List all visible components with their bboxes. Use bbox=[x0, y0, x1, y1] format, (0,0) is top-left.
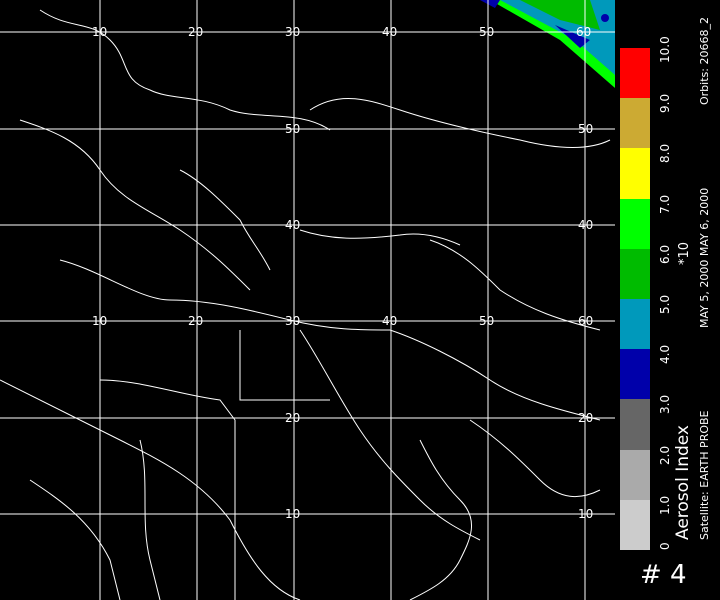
dates-label: MAY 5, 2000 MAY 6, 2000 bbox=[698, 187, 711, 328]
lon-label: 50 bbox=[479, 25, 494, 39]
lat-label: 10 bbox=[92, 314, 107, 328]
lat-label: 20 bbox=[188, 314, 203, 328]
color-swatch bbox=[620, 299, 650, 350]
lon-label: 40 bbox=[382, 25, 397, 39]
lat-label: 60 bbox=[578, 314, 593, 328]
color-swatch bbox=[620, 399, 650, 450]
color-scale-tick: 5.0 bbox=[658, 294, 672, 314]
color-swatch bbox=[620, 98, 650, 149]
color-scale-tick: 9.0 bbox=[658, 94, 672, 114]
lat-label: 40 bbox=[578, 218, 593, 232]
color-swatch bbox=[620, 248, 650, 299]
color-swatch bbox=[620, 349, 650, 400]
color-swatch bbox=[620, 148, 650, 199]
lon-label: 10 bbox=[92, 25, 107, 39]
color-swatch bbox=[620, 449, 650, 500]
color-scale-tick: 0 bbox=[658, 542, 672, 550]
lat-label: 50 bbox=[479, 314, 494, 328]
lat-labels: 50 50 40 40 10 20 30 40 50 60 20 20 10 1… bbox=[92, 122, 593, 521]
lon-label: 30 bbox=[285, 25, 300, 39]
lat-label: 40 bbox=[382, 314, 397, 328]
color-scale-tick: 1.0 bbox=[658, 495, 672, 515]
lat-label: 50 bbox=[285, 122, 300, 136]
orbits-label: Orbits: 20668_2 bbox=[698, 17, 711, 105]
lon-label: 60 bbox=[576, 25, 591, 39]
legend-title: Aerosol Index bbox=[673, 425, 693, 540]
lat-label: 30 bbox=[285, 314, 300, 328]
color-scale-bar bbox=[620, 48, 650, 550]
lat-label: 10 bbox=[578, 507, 593, 521]
legend-multiplier: *10 bbox=[677, 241, 692, 265]
aerosol-data-patch bbox=[479, 0, 616, 96]
color-scale-tick: 8.0 bbox=[658, 144, 672, 164]
color-scale-tick: 2.0 bbox=[658, 445, 672, 465]
lat-label: 20 bbox=[285, 411, 300, 425]
color-scale-tick: 3.0 bbox=[658, 395, 672, 415]
color-swatch bbox=[620, 499, 650, 550]
coastlines bbox=[0, 9, 611, 600]
lon-labels: 10 20 30 40 50 60 bbox=[92, 25, 591, 39]
lat-label: 50 bbox=[578, 122, 593, 136]
color-swatch bbox=[620, 198, 650, 249]
color-swatch bbox=[620, 48, 650, 99]
page-number: # 4 bbox=[640, 560, 687, 590]
lat-label: 10 bbox=[285, 507, 300, 521]
lon-label: 20 bbox=[188, 25, 203, 39]
lat-label: 40 bbox=[285, 218, 300, 232]
color-scale-tick: 7.0 bbox=[658, 194, 672, 214]
lat-label: 20 bbox=[578, 411, 593, 425]
satellite-label: Satellite: EARTH PROBE bbox=[698, 410, 711, 541]
graticule bbox=[0, 0, 615, 600]
color-scale-tick: 4.0 bbox=[658, 345, 672, 365]
color-scale-tick: 10.0 bbox=[658, 36, 672, 63]
color-scale-tick: 6.0 bbox=[658, 244, 672, 264]
